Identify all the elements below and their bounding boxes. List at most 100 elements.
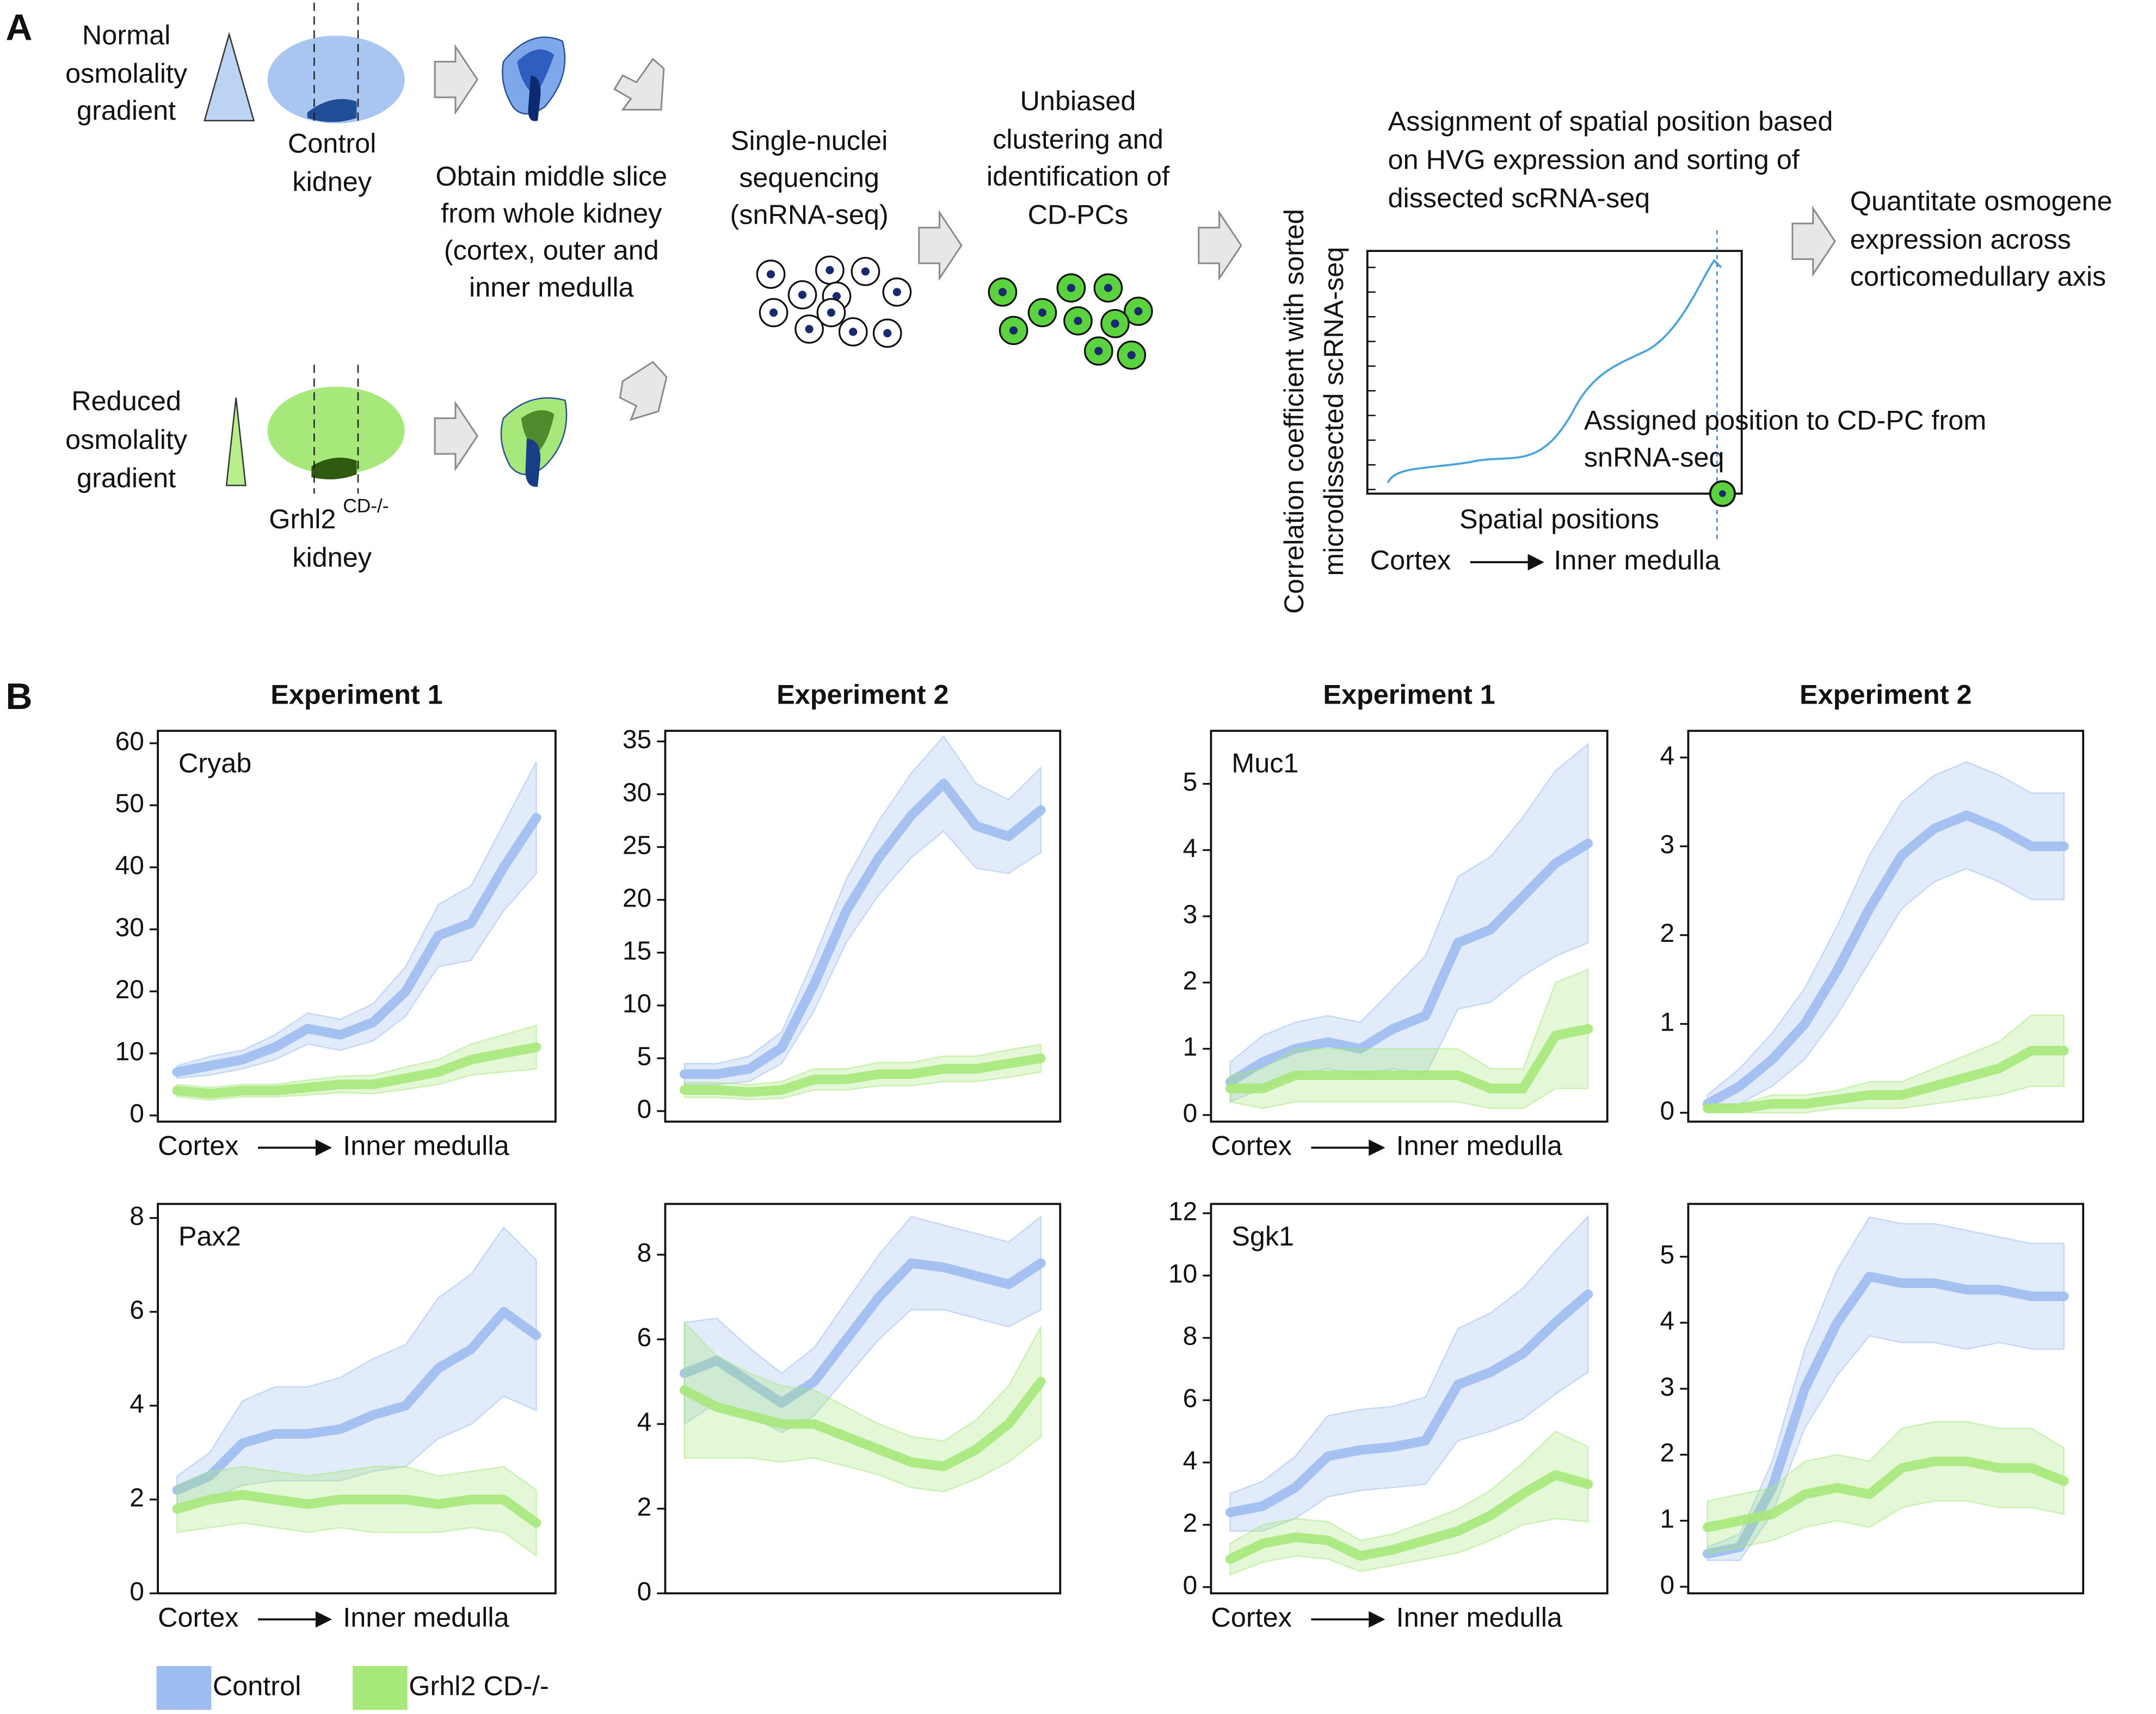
y-tick-label: 1 xyxy=(1660,1008,1675,1037)
nucleus xyxy=(798,291,807,299)
nucleus xyxy=(1111,319,1119,328)
nucleus xyxy=(769,309,778,317)
y-tick-label: 0 xyxy=(1183,1099,1198,1128)
x-label: Inner medulla xyxy=(343,1601,509,1632)
annotation: Assigned position to CD-PC from xyxy=(1584,404,1986,435)
label: kidney xyxy=(292,166,372,197)
annotation: snRNA-seq xyxy=(1584,442,1724,473)
series-line xyxy=(1702,1456,2069,1532)
confidence-band xyxy=(1707,1216,2065,1561)
plot-frame xyxy=(157,730,557,1123)
y-tick-label: 4 xyxy=(637,1408,652,1437)
y-tick-label: 0 xyxy=(1660,1571,1675,1600)
kidney xyxy=(267,386,405,474)
chart-title: Experiment 1 xyxy=(270,679,442,710)
nucleus xyxy=(1038,309,1047,317)
confidence-band xyxy=(176,1226,537,1505)
nuclei-group xyxy=(756,255,912,348)
y-tick-label: 8 xyxy=(637,1239,652,1268)
gene-label: Cryab xyxy=(178,747,251,778)
nucleus xyxy=(883,329,892,337)
x-label: Inner medulla xyxy=(1396,1130,1563,1161)
y-tick-label: 4 xyxy=(130,1390,144,1419)
plot-frame xyxy=(1210,730,1609,1123)
label: dissected scRNA-seq xyxy=(1388,182,1650,213)
y-tick-label: 12 xyxy=(1168,1197,1197,1226)
legend: Control Grhl2 CD-/- xyxy=(156,1666,549,1710)
label: corticomedullary axis xyxy=(1850,261,2106,292)
y-tick-label: 0 xyxy=(130,1100,144,1129)
flow-arrow xyxy=(434,44,479,115)
y-tick-label: 1 xyxy=(1660,1505,1675,1533)
x-label: Cortex xyxy=(158,1130,238,1161)
axis-label: Spatial positions xyxy=(1459,503,1659,534)
y-tick-label: 2 xyxy=(1660,919,1675,948)
series-line xyxy=(679,1053,1046,1097)
nucleus xyxy=(826,266,834,274)
nucleus xyxy=(1067,283,1075,292)
nucleus xyxy=(766,270,775,279)
flow-arrow xyxy=(1198,209,1242,281)
label: osmolality xyxy=(65,424,188,455)
confidence-band xyxy=(1707,1421,2065,1555)
legend-label: Control xyxy=(213,1670,301,1701)
legend-label: Grhl2 CD-/- xyxy=(409,1670,549,1701)
gradient-triangle xyxy=(204,32,255,122)
label: inner medulla xyxy=(469,272,634,303)
flow-arrow xyxy=(434,400,479,472)
panel-label: A xyxy=(5,7,32,48)
y-tick-label: 0 xyxy=(637,1095,652,1124)
x-label: Cortex xyxy=(1211,1130,1291,1161)
series-line xyxy=(1225,1024,1593,1094)
confidence-band xyxy=(683,1321,1042,1493)
y-tick-label: 1 xyxy=(1183,1033,1198,1062)
gene-label: Pax2 xyxy=(178,1220,241,1251)
series-line xyxy=(1225,1289,1593,1518)
confidence-band xyxy=(1707,761,2065,1114)
y-tick-label: 8 xyxy=(130,1202,144,1231)
plot-frame xyxy=(1687,730,2085,1123)
x-label: Inner medulla xyxy=(1396,1601,1563,1632)
confidence-band xyxy=(683,735,1042,1086)
y-tick-label: 4 xyxy=(1660,742,1675,770)
confidence-band xyxy=(176,1466,537,1557)
plot-frame xyxy=(1687,1203,2085,1595)
label: gradient xyxy=(77,95,176,126)
y-tick-label: 15 xyxy=(623,936,651,965)
label: Unbiased xyxy=(1020,85,1136,116)
label: Control xyxy=(288,127,376,158)
nucleus xyxy=(861,267,870,276)
label: Reduced xyxy=(71,385,181,416)
series-line xyxy=(172,1490,541,1528)
label: kidney xyxy=(292,541,372,572)
y-tick-label: 10 xyxy=(115,1038,144,1066)
panel-a: A Normal osmolality gradient Control kid… xyxy=(5,3,2112,614)
axis-arrowhead xyxy=(1369,1139,1385,1156)
gradient-triangle xyxy=(225,397,247,486)
y-tick-label: 4 xyxy=(1183,1446,1198,1475)
plot-frame xyxy=(664,730,1062,1123)
y-tick-label: 0 xyxy=(1183,1571,1198,1600)
kidney-medulla xyxy=(311,458,357,479)
flow-arrow xyxy=(619,361,668,421)
confidence-band xyxy=(1707,1014,2065,1114)
nucleus xyxy=(892,288,901,297)
y-tick-label: 30 xyxy=(623,778,651,807)
nucleus xyxy=(1104,283,1112,292)
y-tick-label: 5 xyxy=(1183,768,1198,797)
label: Normal xyxy=(82,19,170,50)
x-label: Inner medulla xyxy=(343,1130,509,1161)
label: on HVG expression and sorting of xyxy=(1388,144,1800,175)
y-tick-label: 30 xyxy=(115,914,144,942)
label: osmolality xyxy=(65,58,188,89)
plot-frame xyxy=(157,1203,557,1595)
nucleus xyxy=(849,328,858,336)
nucleus xyxy=(1009,326,1018,335)
confidence-band xyxy=(176,1024,537,1101)
y-tick-label: 3 xyxy=(1660,1373,1675,1402)
y-tick-label: 2 xyxy=(130,1483,144,1512)
nucleus xyxy=(1074,317,1082,325)
